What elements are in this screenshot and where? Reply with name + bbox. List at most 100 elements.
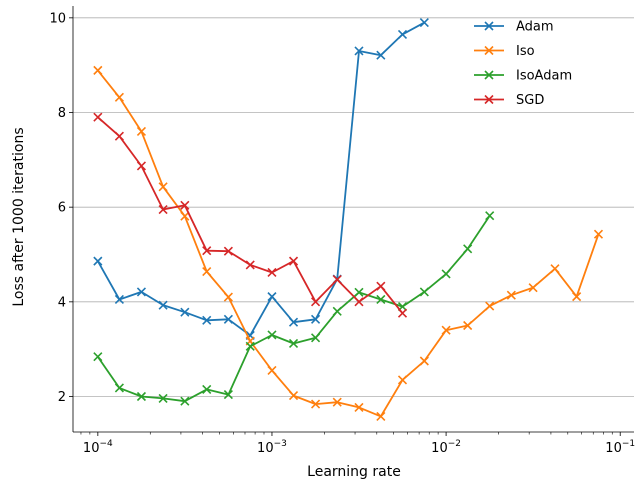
legend: Adam Iso IsoAdam SGD [474,20,572,108]
data-point [463,320,473,331]
data-point [419,356,429,366]
data-point [332,306,342,316]
data-point [93,256,103,266]
y-axis-label: Loss after 1000 iterations [11,127,27,306]
x-tick-label: 10−4 [83,439,113,456]
y-tick-label: 6 [58,201,66,216]
data-point [202,384,212,394]
series-isoadam [93,211,495,406]
x-tick-label: 10−1 [605,439,635,456]
data-point [419,287,429,297]
series-adam [93,18,429,341]
plot-spines [72,6,634,433]
data-point [311,297,321,307]
data-point [332,397,342,407]
y-axis: 2 4 6 8 10 [49,11,73,405]
data-point [506,290,516,300]
data-point [136,287,147,297]
data-point [223,314,233,324]
series-lines [93,18,604,421]
data-point [593,229,604,239]
data-point [180,307,190,317]
data-point [93,112,103,122]
legend-item-iso: Iso [474,44,535,59]
data-point [485,301,495,311]
data-point [267,267,277,278]
x-tick-label: 10−3 [257,439,287,456]
series-line [97,69,600,418]
series-line [97,215,491,403]
data-point [114,383,124,393]
data-point [158,182,168,192]
data-point [245,260,255,270]
data-point [202,315,212,325]
legend-label: SGD [516,93,544,108]
series-sgd [93,112,408,318]
data-point [550,264,560,274]
data-point [397,308,408,318]
x-axis-label: Learning rate [307,464,401,480]
data-point [354,287,364,297]
data-point [354,46,364,56]
y-tick-label: 4 [58,295,66,310]
data-point [180,200,190,210]
data-point [397,29,408,39]
data-point [93,65,103,75]
data-point [114,131,124,141]
data-point [114,294,124,305]
x-axis: 10−4 10−3 10−2 10−1 [80,432,635,456]
data-point [572,292,582,302]
data-point [419,18,429,28]
data-point [136,391,147,402]
data-point [376,50,386,60]
legend-label: Adam [516,20,554,35]
data-point [441,325,451,335]
data-point [158,204,168,215]
y-tick-label: 2 [58,390,66,405]
data-point [158,300,168,310]
data-point [223,292,233,302]
y-tick-label: 8 [58,106,66,121]
data-point [332,275,342,285]
data-point [528,283,538,293]
data-point [376,294,386,305]
legend-label: Iso [516,44,535,59]
data-point [223,390,233,400]
data-point [180,211,190,221]
data-point [93,352,103,362]
data-point [114,92,124,102]
data-point [376,411,386,421]
data-point [223,246,233,256]
data-point [288,390,299,401]
data-point [485,211,495,221]
legend-item-sgd: SGD [474,93,544,108]
data-point [354,297,364,307]
data-point [354,402,364,412]
data-point [267,330,277,340]
data-point [245,341,255,351]
data-point [136,161,147,171]
series-line [97,21,425,337]
data-point [202,246,212,256]
data-point [180,396,190,406]
data-point [397,375,408,385]
data-point [463,244,473,254]
data-point [288,256,299,266]
data-point [202,266,212,277]
data-point [158,393,168,403]
legend-item-isoadam: IsoAdam [474,69,572,84]
data-point [267,292,277,302]
x-tick-label: 10−2 [431,439,461,456]
legend-label: IsoAdam [516,69,572,84]
series-iso [93,65,604,421]
data-point [376,281,386,291]
data-point [311,314,321,324]
series-line [97,116,404,314]
data-point [136,126,147,136]
data-point [288,317,299,327]
data-point [267,365,277,376]
legend-item-adam: Adam [474,20,554,35]
data-point [288,338,299,349]
data-point [311,333,321,343]
